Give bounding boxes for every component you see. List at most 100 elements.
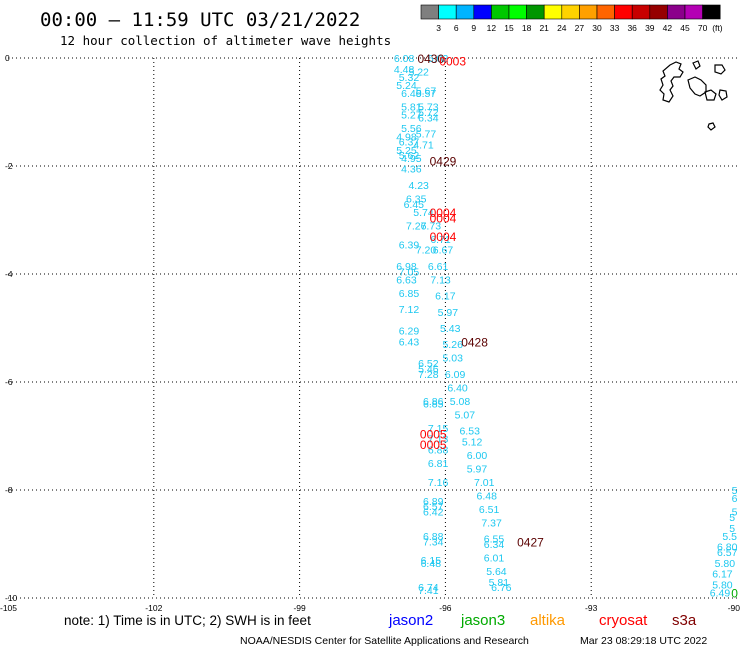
wave-height-point: 6.81 — [428, 458, 449, 470]
wave-height-point: 7.16 — [428, 477, 449, 489]
pass-time-label: 0428 — [461, 336, 488, 350]
colorbar-swatch — [649, 4, 668, 20]
colorbar-tick: 45 — [680, 23, 690, 33]
colorbar-swatch — [438, 4, 457, 20]
colorbar-tick: 36 — [627, 23, 637, 33]
y-tick-label: -2 — [5, 161, 13, 171]
wave-height-point: 5.97 — [438, 307, 459, 319]
wave-height-point: 6.88 — [423, 531, 444, 543]
wave-height-point: 7.34 — [423, 536, 444, 548]
wave-height-point: 6.55 — [484, 534, 505, 546]
colorbar-tick: 24 — [557, 23, 567, 33]
wave-height-point: 5.22 — [408, 67, 429, 79]
wave-height-point: 4.95 — [401, 153, 422, 165]
wave-height-point: 5.81 — [489, 577, 510, 589]
wave-height-point: 4.48 — [394, 64, 415, 76]
wave-height-point: 6.29 — [399, 326, 420, 338]
wave-height-point: 5.73 — [418, 102, 439, 114]
wave-height-point: 5.02 — [428, 53, 449, 65]
wave-height-point: 6.39 — [399, 239, 420, 251]
colorbar-tick: 70 — [698, 23, 708, 33]
colorbar-swatch — [543, 4, 563, 20]
colorbar-swatch — [667, 4, 686, 20]
x-tick-label: -105 — [0, 603, 17, 613]
wave-height-point: 5.12 — [462, 436, 483, 448]
colorbar-swatch — [684, 4, 703, 20]
x-tick-label: -99 — [293, 603, 306, 613]
pass-time-label: 0005 — [420, 427, 447, 441]
wave-height-point: 5.62 — [399, 150, 420, 162]
wave-height-point: 6.00 — [467, 450, 488, 462]
wave-height-point: 7.15 — [428, 423, 449, 435]
wave-height-point: 5.25 — [396, 145, 417, 157]
legend-item-jason3: jason3 — [460, 612, 505, 629]
chart-subtitle: 12 hour collection of altimeter wave hei… — [60, 33, 391, 48]
colorbar-tick: 3 — [436, 23, 441, 33]
satellite-legend: jason2 jason3 altika cryosat s3a — [388, 612, 697, 629]
pass-time-label: 0003 — [439, 55, 466, 69]
pass-time-label: 0427 — [517, 535, 544, 549]
wave-height-point: 5.26 — [442, 339, 463, 351]
wave-height-point: 5.97 — [467, 463, 488, 475]
wave-height-point: 6.17 — [712, 569, 733, 581]
wave-height-point: 6.80 — [717, 542, 738, 554]
wave-height-point: 5.81 — [401, 102, 422, 114]
colorbar-tick: 30 — [592, 23, 602, 33]
colorbar-tick: 12 — [487, 23, 497, 33]
pass-time-label: 0429 — [430, 155, 457, 169]
legend-item-jason2: jason2 — [388, 612, 433, 629]
colorbar-tick: 18 — [522, 23, 532, 33]
wave-height-point: 5 — [732, 507, 738, 519]
colorbar-swatch — [420, 4, 439, 20]
pass-time-label: 0004 — [430, 206, 457, 220]
wave-height-point: 6.61 — [428, 261, 449, 273]
wave-height-point: 6.49 — [710, 588, 731, 600]
wave-height-point: 6.98 — [396, 261, 417, 273]
wave-height-point: 4.98 — [396, 131, 417, 143]
footer-credit: NOAA/NESDIS Center for Satellite Applica… — [240, 635, 529, 647]
footer-note: note: 1) Time is in UTC; 2) SWH is in fe… — [64, 613, 311, 628]
wave-height-point: 5.24 — [396, 80, 417, 92]
wave-height-point: 7.05 — [399, 266, 420, 278]
pass-time-label: 0430 — [417, 52, 444, 66]
wave-height-point: 7.37 — [481, 517, 502, 529]
wave-height-point: 6.51 — [479, 504, 500, 516]
wave-height-point: 5.64 — [486, 566, 507, 578]
wave-height-point: 5.46 — [418, 364, 439, 376]
wave-height-point: 5.56 — [401, 123, 422, 135]
wave-height-point: 6 — [732, 493, 738, 505]
wave-height-point: 6.48 — [476, 490, 497, 502]
wave-height-point: 5.74 — [413, 207, 434, 219]
wave-height-point: 5.72 — [418, 107, 439, 119]
wave-height-point: 6.40 — [401, 88, 422, 100]
wave-height-labels: 6.08 5.024.485.225.325.24 5.676.405.575.81… — [394, 53, 738, 600]
wave-height-point: 6.09 — [445, 369, 466, 381]
wave-height-point: 5.08 — [450, 396, 471, 408]
wave-height-point: 7.28 — [418, 369, 439, 381]
wave-height-point: 6.63 — [396, 274, 417, 286]
wave-height-point: 6.74 — [418, 582, 439, 594]
colorbar-swatch — [508, 4, 527, 20]
colorbar-tick: 39 — [645, 23, 655, 33]
wave-height-point: 7.13 — [430, 274, 451, 286]
wave-height-point: 6.40 — [447, 382, 468, 394]
wave-height-point: 6.34 — [484, 539, 505, 551]
colorbar-swatch — [702, 4, 721, 20]
colorbar-tick: 6 — [454, 23, 459, 33]
wave-height-point: 5 — [729, 512, 735, 524]
wave-height-point: 5.43 — [440, 323, 461, 335]
x-tick-label: -102 — [145, 603, 162, 613]
galapagos-coastline-icon — [659, 60, 728, 131]
chart-header: 00:00 – 11:59 UTC 03/21/2022 12 hour col… — [40, 9, 391, 48]
legend-item-s3a: s3a — [672, 612, 697, 629]
wave-height-point: 7.13 — [428, 434, 449, 446]
wave-height-point: 6.15 — [421, 555, 442, 567]
wave-height-point: 5.67 — [416, 85, 437, 97]
wave-height-point: 6.17 — [435, 291, 456, 303]
wave-height-point: 6.43 — [399, 337, 420, 349]
legend-item-altika: altika — [530, 612, 566, 629]
wave-height-point: 6.86 — [423, 396, 444, 408]
y-tick-label: -10 — [5, 593, 18, 603]
wave-height-point: 6.67 — [433, 245, 454, 257]
colorbar-legend: 3 6 9 12 15 18 21 24 27 30 33 36 39 42 45 70 (ft) — [420, 4, 723, 33]
